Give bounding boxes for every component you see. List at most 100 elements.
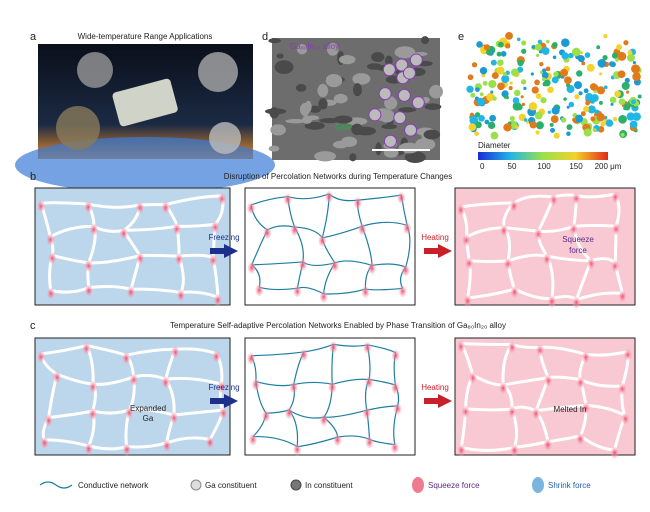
particle — [574, 94, 580, 100]
particle — [618, 115, 627, 124]
particle — [590, 94, 599, 102]
particle — [483, 44, 491, 51]
squeeze-spot — [299, 348, 308, 361]
grain — [299, 103, 310, 117]
grain — [352, 73, 371, 85]
squeeze-spot — [52, 371, 61, 384]
particle — [540, 97, 547, 104]
squeeze-spot — [211, 221, 220, 234]
grain — [394, 46, 416, 59]
particle — [496, 51, 502, 57]
particle — [592, 127, 597, 133]
particle — [598, 100, 603, 105]
particle — [531, 45, 536, 49]
squeeze-spot — [365, 376, 374, 389]
squeeze-spot — [462, 234, 471, 247]
squeeze-spot — [508, 406, 517, 419]
grain — [375, 142, 382, 156]
conductive-network — [469, 258, 509, 264]
squeeze-spot — [126, 286, 135, 299]
particle — [530, 72, 534, 76]
particle — [535, 93, 542, 100]
squeeze-spot — [125, 406, 134, 419]
particle — [605, 119, 614, 127]
squeeze-spot — [84, 201, 93, 214]
panel-letter: c — [30, 320, 36, 332]
particle — [479, 92, 484, 97]
particle — [620, 132, 625, 137]
squeeze-spot — [544, 374, 553, 387]
grain — [429, 84, 443, 99]
squeeze-spot — [213, 294, 222, 307]
particle — [537, 39, 543, 45]
particle — [490, 131, 499, 140]
bubble — [56, 106, 100, 150]
particle — [497, 82, 505, 91]
squeeze-spot — [328, 381, 337, 394]
squeeze-spot — [37, 350, 46, 363]
particle — [586, 63, 595, 72]
particle — [603, 34, 608, 39]
squeeze-spot — [122, 352, 131, 365]
panel-title: Disruption of Percolation Networks durin… — [224, 172, 452, 181]
particle — [542, 81, 548, 87]
particle — [470, 92, 476, 98]
particle — [508, 85, 513, 91]
particle — [626, 53, 635, 62]
conductive-network — [460, 342, 512, 346]
squeeze-spot — [507, 341, 516, 354]
squeeze-spot — [329, 341, 338, 354]
conductive-network — [88, 254, 141, 265]
legend-icon — [532, 477, 544, 493]
squeeze-spot — [218, 192, 227, 205]
legend-label: Ga constituent — [205, 481, 257, 490]
grain — [371, 52, 385, 62]
particle — [521, 40, 527, 46]
particle — [528, 102, 538, 111]
particle — [551, 106, 560, 115]
grain — [333, 93, 348, 104]
particle — [596, 45, 601, 50]
particle — [520, 79, 527, 85]
legend-label: In constituent — [305, 481, 353, 490]
bubble — [77, 52, 113, 88]
particle — [520, 95, 524, 99]
particle — [574, 114, 583, 123]
particle — [521, 48, 527, 54]
squeeze-spot — [136, 252, 145, 265]
conductive-network — [125, 347, 176, 357]
squeeze-spot — [161, 201, 170, 214]
particle — [479, 67, 488, 75]
colorbar-title: Diameter — [478, 141, 511, 150]
grain — [268, 145, 280, 152]
panel-letter: e — [458, 31, 464, 43]
squeeze-spot — [363, 341, 372, 354]
squeeze-spot — [89, 223, 98, 236]
legend-label: Squeeze force — [428, 481, 480, 490]
squeeze-spot — [367, 262, 376, 275]
particle — [618, 98, 626, 106]
particle — [616, 44, 623, 51]
conductive-network — [460, 201, 514, 209]
network-panel — [454, 337, 636, 456]
squeeze-spot — [457, 340, 466, 353]
squeeze-spot — [457, 203, 466, 216]
grain — [309, 105, 321, 113]
particle — [552, 42, 558, 48]
colorbar-label: 0 — [480, 162, 485, 171]
panel-letter: b — [30, 171, 36, 183]
particle — [531, 86, 539, 94]
particle — [535, 130, 540, 135]
squeeze-spot — [569, 223, 578, 236]
particle — [474, 131, 479, 136]
squeeze-spot — [217, 381, 226, 394]
particle — [468, 123, 477, 131]
squeeze-spot — [219, 407, 228, 420]
particle — [549, 122, 554, 127]
particle — [568, 101, 575, 108]
particle — [566, 105, 570, 109]
grain — [404, 151, 426, 163]
bubble — [198, 52, 238, 92]
particle — [503, 123, 512, 132]
grain — [424, 103, 442, 111]
